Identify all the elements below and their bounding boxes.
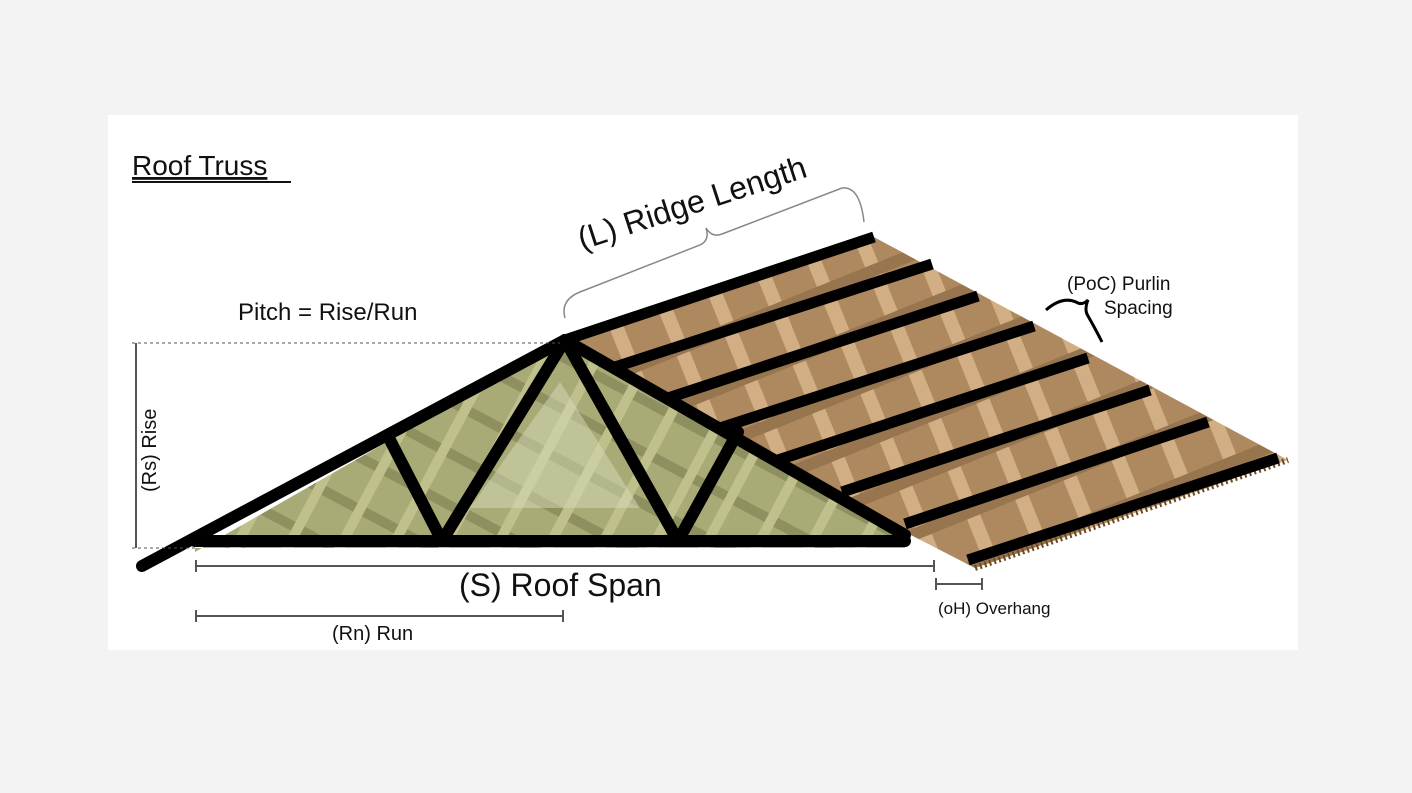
purlin-spacing-brace — [1045, 298, 1104, 343]
web-member — [672, 426, 744, 547]
truss-members — [136, 334, 911, 572]
pitch-label: Pitch = Rise/Run — [238, 299, 417, 326]
truss-web-highlight — [470, 382, 640, 508]
roof-span-label: (S) Roof Span — [459, 567, 662, 603]
purlins — [563, 231, 1280, 566]
purlin — [666, 290, 980, 404]
run-label: (Rn) Run — [332, 623, 413, 645]
web-member — [384, 434, 448, 547]
overhang-dimension — [935, 578, 983, 590]
ridge-length-brace — [563, 187, 865, 319]
purlin-ridge — [563, 231, 876, 346]
purlin-spacing-label-line1: (PoC) Purlin — [1067, 274, 1170, 295]
web-member — [436, 334, 571, 547]
purlin-spacing-label-line2: Spacing — [1104, 298, 1173, 319]
top-chord-left — [136, 334, 571, 572]
purlin — [610, 258, 934, 374]
overhang-label: (oH) Overhang — [938, 599, 1050, 618]
diagram-title: Roof Truss — [132, 150, 267, 181]
web-member — [559, 334, 684, 547]
roof-span-dimension — [195, 560, 935, 572]
purlin — [718, 320, 1036, 434]
purlin — [840, 384, 1152, 498]
eave-edge — [974, 457, 1289, 571]
purlin-eave — [966, 452, 1280, 566]
purlin — [903, 416, 1210, 530]
rise-label: (Rs) Rise — [139, 409, 161, 492]
purlin — [776, 352, 1090, 466]
run-dimension — [195, 610, 564, 622]
